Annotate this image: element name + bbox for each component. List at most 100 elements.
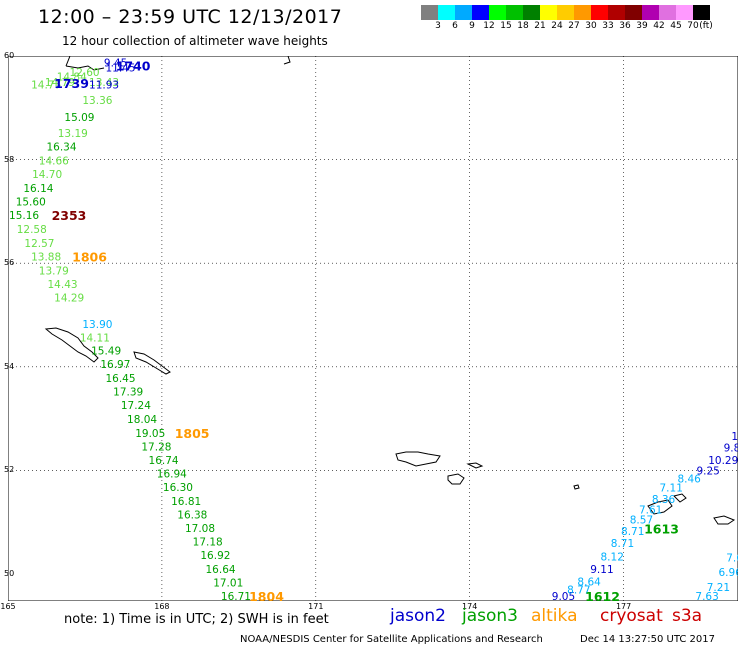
scale-swatch: [642, 5, 659, 20]
swh-label: 16.71: [221, 591, 251, 601]
legend-jason3: jason3: [462, 606, 518, 626]
swh-label: 8.36: [652, 494, 676, 506]
lon-label: 165: [0, 602, 16, 611]
map-frame: [7, 55, 739, 602]
scale-label: 15: [500, 21, 512, 31]
coastlines: [44, 55, 736, 525]
lat-label: 58: [4, 154, 15, 164]
scale-swatch: [472, 5, 489, 20]
lat-label: 52: [4, 465, 15, 475]
lon-label: 171: [308, 602, 324, 611]
agattu-island: [447, 473, 465, 485]
swh-label: 9.89: [724, 443, 738, 455]
pass-time-label: 1739: [54, 76, 89, 91]
swh-label: 14.29: [54, 292, 84, 304]
scale-swatch: [625, 5, 642, 20]
scale-label: 45: [670, 21, 682, 31]
swh-label: 9.25: [696, 465, 719, 477]
attu-island: [395, 451, 441, 467]
swh-label: 8.64: [577, 576, 601, 588]
lat-label: 60: [4, 51, 15, 60]
legend-altika: altika: [531, 606, 578, 626]
lat-label: 50: [4, 569, 15, 578]
swh-label: 8.71: [611, 538, 634, 550]
swh-label: 9.11: [590, 564, 613, 576]
scale-swatch: [574, 5, 591, 20]
swh-label: 7.6: [726, 552, 738, 564]
map-area[interactable]: 9.45 11.45 12.60 14.84 14.79 14.77 13.43 13.36 1…: [7, 55, 740, 604]
swh-label: 11.93: [89, 79, 119, 91]
swh-label: 10.02: [731, 431, 738, 443]
scale-label: 24: [551, 21, 563, 31]
lat-label: 54: [4, 361, 15, 371]
scale-swatch: [455, 5, 472, 20]
swh-label: 16.74: [149, 455, 179, 467]
amchitka-island: [713, 515, 736, 525]
swh-label: 12.57: [24, 238, 54, 250]
swh-label: 7.63: [695, 591, 718, 601]
swh-label: 13.79: [39, 265, 69, 277]
scale-label: 33: [602, 21, 614, 31]
scale-swatch: [591, 5, 608, 20]
lon-label: 168: [154, 602, 170, 611]
commander-island-bering: [44, 327, 99, 363]
swh-label: 14.77: [31, 79, 61, 91]
legend-cryosat: cryosat: [600, 606, 663, 626]
scale-swatch: [489, 5, 506, 20]
swh-label: 13.90: [82, 319, 112, 331]
footer-timestamp: Dec 14 13:27:50 UTC 2017: [580, 634, 715, 645]
swh-label: 17.39: [113, 387, 143, 399]
scale-label: 36: [619, 21, 631, 31]
swh-label: 14.70: [32, 169, 62, 181]
swh-label: 9.45: [104, 58, 127, 70]
rat-island: [673, 493, 687, 503]
swh-label: 16.14: [23, 183, 53, 195]
swh-label: 17.18: [193, 536, 223, 548]
small-isle: [573, 484, 580, 490]
footer-note: note: 1) Time is in UTC; 2) SWH is in fe…: [64, 612, 329, 627]
swh-label: 16.94: [157, 469, 187, 481]
swh-label: 15.09: [64, 112, 94, 124]
swh-label: 14.43: [48, 279, 78, 291]
swh-label: 16.34: [46, 142, 76, 154]
swh-label: 14.79: [45, 77, 75, 89]
swh-label: 13.88: [31, 251, 61, 263]
swh-label: 16.97: [100, 359, 130, 371]
swh-label: 18.04: [127, 414, 157, 426]
swh-label: 14.11: [80, 332, 110, 344]
swh-label: 16.30: [163, 482, 193, 494]
scale-label: 3: [435, 21, 441, 31]
scale-label: 18: [517, 21, 529, 31]
scale-label: 6: [452, 21, 458, 31]
swh-label: 8.77: [567, 585, 590, 597]
scale-swatch: [523, 5, 540, 20]
swh-label: 9.05: [552, 591, 575, 601]
swh-label: 17.08: [185, 523, 215, 535]
scale-swatch: [506, 5, 523, 20]
scale-label: (ft): [699, 21, 713, 31]
scale-label: 27: [568, 21, 580, 31]
scale-label: 39: [636, 21, 648, 31]
scale-swatch: [421, 5, 438, 20]
scale-swatch: [608, 5, 625, 20]
swh-label: 8.57: [630, 515, 653, 527]
scale-label: 42: [653, 21, 665, 31]
swh-label: 14.84: [57, 72, 87, 84]
color-scale-labels: 3 6 9 12 15 18 21 24 27 30 33 36 39 42 45 70 (ft): [421, 21, 740, 35]
swh-label: 12.60: [70, 67, 100, 79]
legend-jason2: jason2: [390, 606, 446, 626]
swh-label: 14.66: [39, 156, 69, 168]
swh-label: 17.01: [213, 577, 243, 589]
color-scale: [421, 5, 710, 20]
swh-label: 7.21: [707, 582, 730, 594]
pass-time-label: 1805: [175, 426, 210, 441]
kamchatka-coast: [65, 55, 291, 71]
swh-label: 17.28: [141, 442, 171, 454]
scale-label: 9: [469, 21, 475, 31]
swh-label: 8.71: [621, 526, 644, 538]
pass-time-label: 1804: [249, 589, 284, 601]
swh-label: 7.61: [639, 504, 662, 516]
swh-label: 16.64: [206, 564, 236, 576]
